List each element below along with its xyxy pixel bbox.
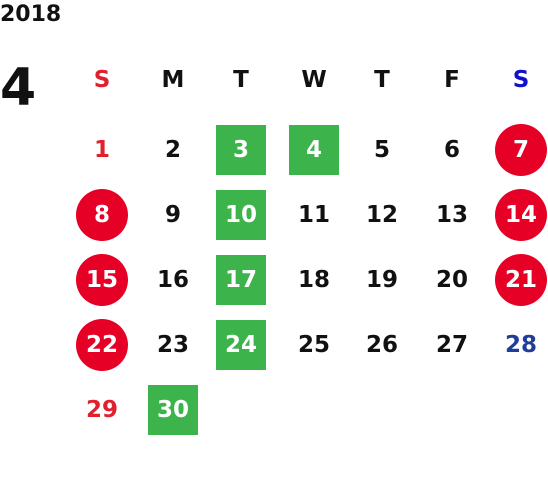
day: 10	[216, 190, 266, 240]
weekday-header: S	[93, 67, 111, 93]
day: 1	[93, 137, 110, 163]
day: 7	[495, 124, 547, 176]
weekday-header: F	[444, 67, 460, 93]
day: 5	[373, 137, 390, 163]
day: 17	[216, 255, 266, 305]
day: 13	[435, 202, 468, 228]
day: 8	[76, 189, 128, 241]
day: 16	[156, 267, 189, 293]
day: 2	[164, 137, 181, 163]
day: 19	[365, 267, 398, 293]
weekday-header: T	[374, 67, 390, 93]
day: 6	[443, 137, 460, 163]
day: 22	[76, 319, 128, 371]
day: 26	[365, 332, 398, 358]
month: 4	[0, 58, 37, 118]
day: 27	[435, 332, 468, 358]
weekday-header: W	[301, 67, 327, 93]
day: 4	[289, 125, 339, 175]
weekday-header: M	[161, 67, 185, 93]
day: 24	[216, 320, 266, 370]
day: 20	[435, 267, 468, 293]
day: 23	[156, 332, 189, 358]
day: 18	[297, 267, 330, 293]
day: 9	[164, 202, 181, 228]
day: 21	[495, 254, 547, 306]
weekday-header: T	[233, 67, 249, 93]
day: 29	[85, 397, 118, 423]
day: 15	[76, 254, 128, 306]
day: 28	[504, 332, 537, 358]
year: 2018	[0, 2, 62, 27]
day: 12	[365, 202, 398, 228]
weekday-header: S	[512, 67, 530, 93]
day: 3	[216, 125, 266, 175]
day: 25	[297, 332, 330, 358]
day: 30	[148, 385, 198, 435]
day: 14	[495, 189, 547, 241]
day: 11	[297, 202, 330, 228]
